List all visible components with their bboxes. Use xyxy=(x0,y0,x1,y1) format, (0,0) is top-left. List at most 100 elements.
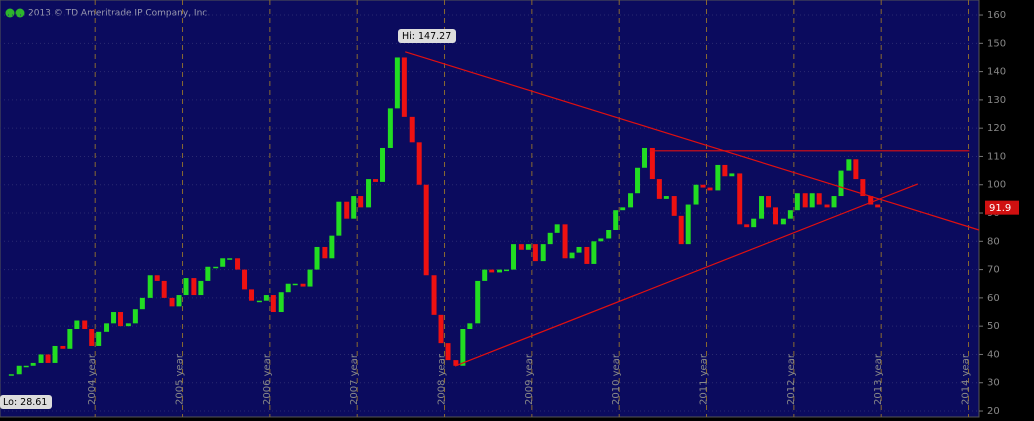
candle xyxy=(467,323,473,329)
candle xyxy=(67,328,73,349)
candle xyxy=(336,201,342,236)
candle xyxy=(853,159,859,180)
candle xyxy=(154,275,160,281)
candle xyxy=(562,224,568,259)
y-tick-label: 110 xyxy=(987,151,1006,162)
candle xyxy=(744,224,750,228)
candle xyxy=(860,179,866,197)
candle xyxy=(816,193,822,205)
candle xyxy=(74,320,80,329)
candle xyxy=(693,184,699,205)
candle xyxy=(118,312,124,327)
candle xyxy=(351,196,357,219)
candle xyxy=(132,309,138,324)
icon[interactable] xyxy=(5,8,15,18)
candle xyxy=(678,215,684,245)
y-tick-label: 40 xyxy=(987,349,1000,360)
candle xyxy=(759,196,765,219)
candle xyxy=(445,343,451,361)
candle xyxy=(875,204,881,208)
y-tick-label: 150 xyxy=(987,38,1006,49)
candle xyxy=(235,258,241,270)
candle xyxy=(642,147,648,168)
candle xyxy=(52,345,58,363)
candle xyxy=(249,289,255,301)
candle xyxy=(846,159,852,171)
x-tick-label: 2012 year xyxy=(786,353,797,405)
candle xyxy=(270,295,276,313)
candle xyxy=(780,218,786,225)
y-tick-label: 20 xyxy=(987,406,1000,417)
candle xyxy=(584,246,590,264)
candle xyxy=(591,241,597,264)
lo-label-box xyxy=(0,395,52,409)
candle xyxy=(868,196,874,205)
candle xyxy=(344,201,350,219)
y-tick-label: 100 xyxy=(987,180,1006,191)
candle xyxy=(227,258,233,260)
candle xyxy=(139,297,145,310)
candle xyxy=(831,196,837,208)
candle xyxy=(213,266,219,269)
candle xyxy=(794,193,800,211)
candle xyxy=(198,280,204,296)
candle xyxy=(329,235,335,259)
candle xyxy=(373,179,379,182)
candle xyxy=(300,283,306,287)
hi-label: Hi: 147.27 xyxy=(402,31,451,42)
x-tick-label: 2007 year xyxy=(349,353,360,405)
candle xyxy=(504,269,510,272)
candle xyxy=(824,204,830,208)
candle xyxy=(554,224,560,233)
candle xyxy=(292,283,298,286)
candle xyxy=(453,360,459,366)
candle xyxy=(366,179,372,208)
candle xyxy=(322,246,328,259)
hi-label-box xyxy=(398,29,456,43)
candle xyxy=(285,283,291,293)
candle xyxy=(475,280,481,324)
candle xyxy=(8,374,14,376)
y-tick-label: 70 xyxy=(987,265,1000,276)
candle xyxy=(82,320,88,329)
lo-label: Lo: 28.61 xyxy=(3,397,47,408)
candle xyxy=(460,328,466,366)
candle xyxy=(220,258,226,267)
candle xyxy=(394,57,400,109)
candle xyxy=(23,365,29,368)
candle xyxy=(256,300,262,303)
candle xyxy=(191,278,197,296)
icon[interactable] xyxy=(15,8,25,18)
y-tick-label: 80 xyxy=(987,236,1000,247)
candle xyxy=(751,218,757,228)
x-tick-label: 2008 year xyxy=(437,353,448,405)
candle xyxy=(511,244,517,270)
candle xyxy=(598,238,604,242)
candle xyxy=(685,204,691,245)
candle xyxy=(96,331,102,346)
candle xyxy=(169,297,175,307)
last-price-box xyxy=(985,200,1019,215)
candle xyxy=(423,184,429,276)
trend-line xyxy=(454,183,919,367)
candle xyxy=(700,184,706,188)
candle xyxy=(104,323,110,332)
candle xyxy=(802,193,808,208)
candle xyxy=(387,108,393,148)
candle xyxy=(176,295,182,307)
candle xyxy=(773,207,779,225)
candle xyxy=(278,292,284,313)
candle xyxy=(809,193,815,208)
x-tick-label: 2009 year xyxy=(524,353,535,405)
candle xyxy=(111,312,117,324)
plot-area xyxy=(0,0,980,418)
x-tick-label: 2010 year xyxy=(611,353,622,405)
candle xyxy=(606,229,612,239)
y-tick-label: 30 xyxy=(987,378,1000,389)
candle xyxy=(125,323,131,327)
candle xyxy=(838,170,844,197)
candle xyxy=(482,269,488,281)
candle xyxy=(314,246,320,270)
